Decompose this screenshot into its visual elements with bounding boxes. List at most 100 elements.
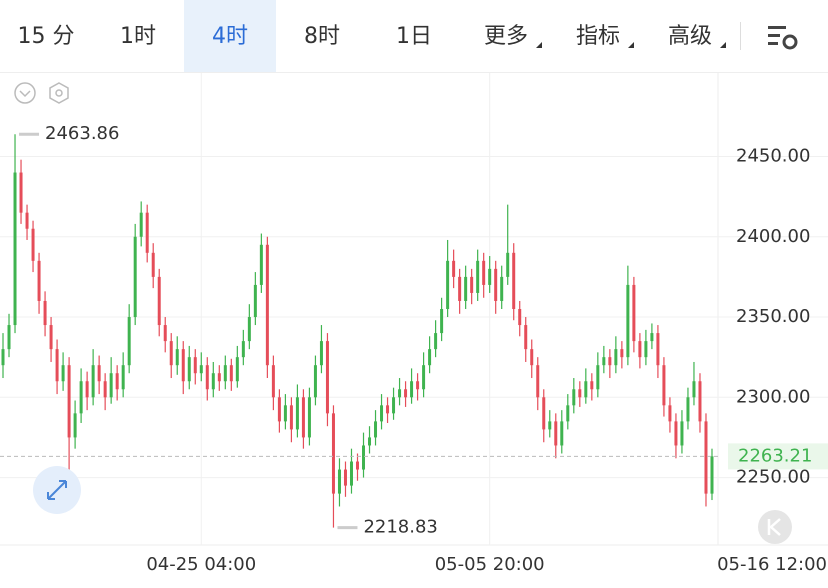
candle-body bbox=[217, 373, 221, 382]
candle-body bbox=[169, 341, 173, 366]
candle-body bbox=[602, 357, 606, 366]
candle-body bbox=[638, 341, 642, 358]
candle-body bbox=[19, 172, 23, 213]
tab[interactable]: 4时 bbox=[184, 0, 276, 72]
candle-body bbox=[578, 389, 582, 398]
candle-body bbox=[560, 421, 564, 446]
candle-body bbox=[31, 228, 35, 261]
candle-body bbox=[422, 365, 426, 390]
candle-body bbox=[626, 284, 630, 358]
candle-body bbox=[398, 389, 402, 398]
candle-body bbox=[686, 397, 690, 422]
candle-body bbox=[452, 260, 456, 277]
candle-body bbox=[235, 357, 239, 382]
candle-body bbox=[548, 421, 552, 430]
candle-body bbox=[494, 268, 498, 301]
candle-body bbox=[277, 397, 281, 422]
candle-body bbox=[650, 333, 654, 342]
candle-body bbox=[644, 341, 648, 358]
candle-body bbox=[566, 405, 570, 422]
candle-body bbox=[608, 357, 612, 366]
x-tick-label: 05-16 12:00 bbox=[717, 554, 827, 575]
candle-body bbox=[710, 456, 714, 494]
candle-body bbox=[163, 325, 167, 342]
candle-body bbox=[470, 276, 474, 293]
candle-body bbox=[247, 317, 251, 342]
candle-body bbox=[482, 260, 486, 285]
candle-body bbox=[536, 365, 540, 398]
candle-body bbox=[49, 325, 53, 350]
tab[interactable]: 15 分 bbox=[17, 24, 75, 49]
candle-body bbox=[440, 309, 444, 334]
candle-body bbox=[698, 381, 702, 422]
y-tick-label: 2400.00 bbox=[736, 226, 810, 247]
candle-body bbox=[680, 421, 684, 446]
candle-body bbox=[368, 437, 372, 446]
candle-body bbox=[127, 317, 131, 366]
last-price-label: 2263.21 bbox=[738, 445, 812, 466]
tab[interactable]: 1时 bbox=[120, 24, 156, 49]
candle-body bbox=[85, 381, 89, 398]
candle-body bbox=[295, 397, 299, 430]
candle-body bbox=[434, 333, 438, 350]
candle-body bbox=[656, 333, 660, 366]
toolbar: 15 分 1时 4时 8时 1日 更多 指标 高级 bbox=[0, 0, 828, 73]
tab[interactable]: 1日 bbox=[396, 24, 432, 49]
candle-body bbox=[620, 349, 624, 358]
candle-body bbox=[265, 244, 269, 366]
candle-body bbox=[518, 309, 522, 326]
candle-body bbox=[530, 349, 534, 366]
tab[interactable]: 8时 bbox=[304, 24, 340, 49]
candle-body bbox=[704, 421, 708, 494]
candle-body bbox=[446, 260, 450, 309]
candle-body bbox=[283, 405, 287, 422]
settings-icon[interactable] bbox=[764, 18, 804, 58]
tab[interactable]: 指标 bbox=[552, 0, 644, 72]
candle-body bbox=[181, 349, 185, 382]
k-button[interactable] bbox=[758, 510, 792, 544]
last-price-box bbox=[728, 443, 828, 470]
y-tick-label: 2450.00 bbox=[736, 145, 810, 166]
candle-body bbox=[115, 373, 119, 390]
candle-body bbox=[500, 276, 504, 301]
candle-body bbox=[301, 397, 305, 438]
candle-body bbox=[289, 405, 293, 430]
candle-body bbox=[584, 381, 588, 398]
candle-body bbox=[13, 172, 17, 326]
candle-body bbox=[668, 405, 672, 422]
candle-body bbox=[380, 405, 384, 422]
candle-body bbox=[139, 212, 143, 237]
candle-body bbox=[331, 413, 335, 494]
candle-body bbox=[61, 365, 65, 382]
candle-body bbox=[572, 389, 576, 406]
candle-body bbox=[103, 381, 107, 398]
settings-hex[interactable] bbox=[49, 82, 69, 104]
candle-body bbox=[488, 268, 492, 285]
candle-body bbox=[506, 252, 510, 277]
candle-body bbox=[524, 325, 528, 350]
candle-body bbox=[73, 413, 77, 438]
candle-body bbox=[187, 357, 191, 382]
x-tick-label: 04-25 04:00 bbox=[146, 554, 256, 575]
candle-body bbox=[349, 461, 353, 486]
candle-body bbox=[464, 276, 468, 301]
x-tick-label: 05-05 20:00 bbox=[435, 554, 545, 575]
candle-body bbox=[590, 381, 594, 390]
candle-body bbox=[343, 469, 347, 486]
candle-body bbox=[151, 252, 155, 277]
candle-body bbox=[319, 341, 323, 366]
candle-body bbox=[512, 252, 516, 309]
candle-body bbox=[271, 365, 275, 398]
collapse-icon[interactable] bbox=[14, 82, 36, 104]
candle-body bbox=[7, 325, 11, 350]
candle-body bbox=[145, 212, 149, 253]
candle-body bbox=[259, 244, 263, 285]
tab[interactable]: 高级 bbox=[644, 0, 736, 72]
candle-body bbox=[121, 365, 125, 390]
tab[interactable]: 更多 bbox=[460, 0, 552, 72]
candle-body bbox=[404, 389, 408, 398]
candle-body bbox=[355, 461, 359, 470]
expand-icon bbox=[47, 480, 67, 500]
candle-body bbox=[175, 349, 179, 366]
candle-body bbox=[193, 357, 197, 374]
